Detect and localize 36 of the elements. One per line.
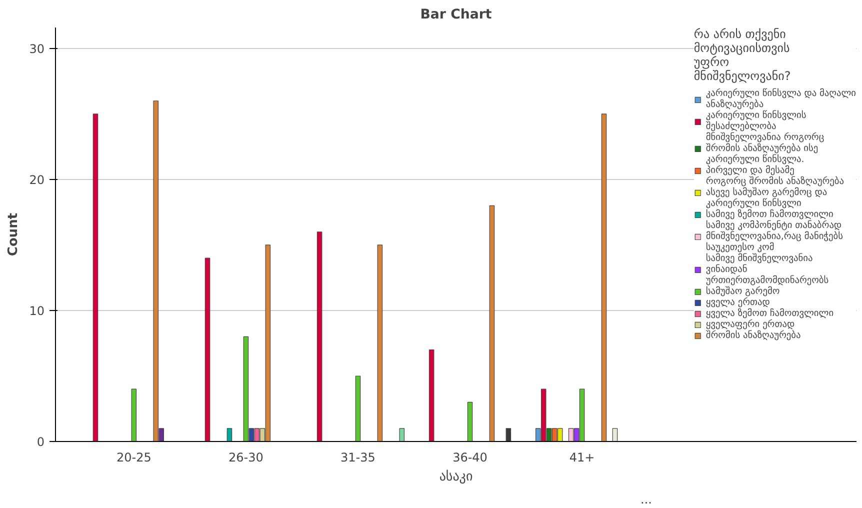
bar bbox=[467, 402, 473, 442]
legend-label: ყველა ერთად bbox=[706, 297, 770, 308]
bar bbox=[131, 388, 137, 442]
bar bbox=[489, 205, 495, 442]
y-tick-label: 20 bbox=[29, 172, 45, 187]
bar bbox=[612, 428, 618, 442]
y-axis-title: Count bbox=[6, 212, 22, 256]
legend-label: მნიშვნელოვანია როგორც შრომის ანაზღაურება ისე კარიერული წინსვლა. bbox=[706, 132, 824, 165]
y-tick-label: 0 bbox=[36, 435, 45, 449]
y-tick-label: 30 bbox=[29, 42, 45, 56]
bar bbox=[399, 428, 405, 442]
legend-label: შრომის ანაზღაურება bbox=[706, 330, 801, 341]
legend-label: ყველაფერი ერთად bbox=[706, 319, 795, 330]
bar bbox=[377, 244, 383, 442]
y-tick-label: 10 bbox=[29, 304, 45, 318]
x-tick-label: 31-35 bbox=[340, 450, 376, 464]
bar bbox=[92, 114, 98, 442]
x-tick-label: 41+ bbox=[569, 450, 595, 464]
legend-title: რა არის თქვენი მოტივაციისთვის უფრო მნიშვნელოვანი? bbox=[694, 27, 792, 83]
legend-label: სამივე ზემოთ ჩამოთვლილი bbox=[706, 209, 834, 220]
text: ... bbox=[640, 492, 652, 506]
bar bbox=[601, 114, 607, 442]
bar bbox=[226, 428, 232, 442]
legend-label: პირველი და მესამე bbox=[706, 165, 794, 176]
legend-label: სამუშაო გარემო bbox=[706, 286, 780, 297]
legend-label: ყველა ზემოთ ჩამოთვლილი bbox=[706, 308, 834, 319]
bar bbox=[506, 428, 512, 442]
bar bbox=[428, 349, 434, 442]
x-tick-label: 36-40 bbox=[452, 450, 488, 464]
x-tick-label: 20-25 bbox=[116, 450, 152, 464]
bar bbox=[316, 232, 322, 442]
x-tick-label: 26-30 bbox=[228, 450, 264, 464]
bar bbox=[355, 376, 361, 442]
bar bbox=[204, 258, 210, 442]
chart-title: Bar Chart bbox=[420, 8, 492, 22]
x-axis-title: ასაკი bbox=[439, 470, 473, 484]
